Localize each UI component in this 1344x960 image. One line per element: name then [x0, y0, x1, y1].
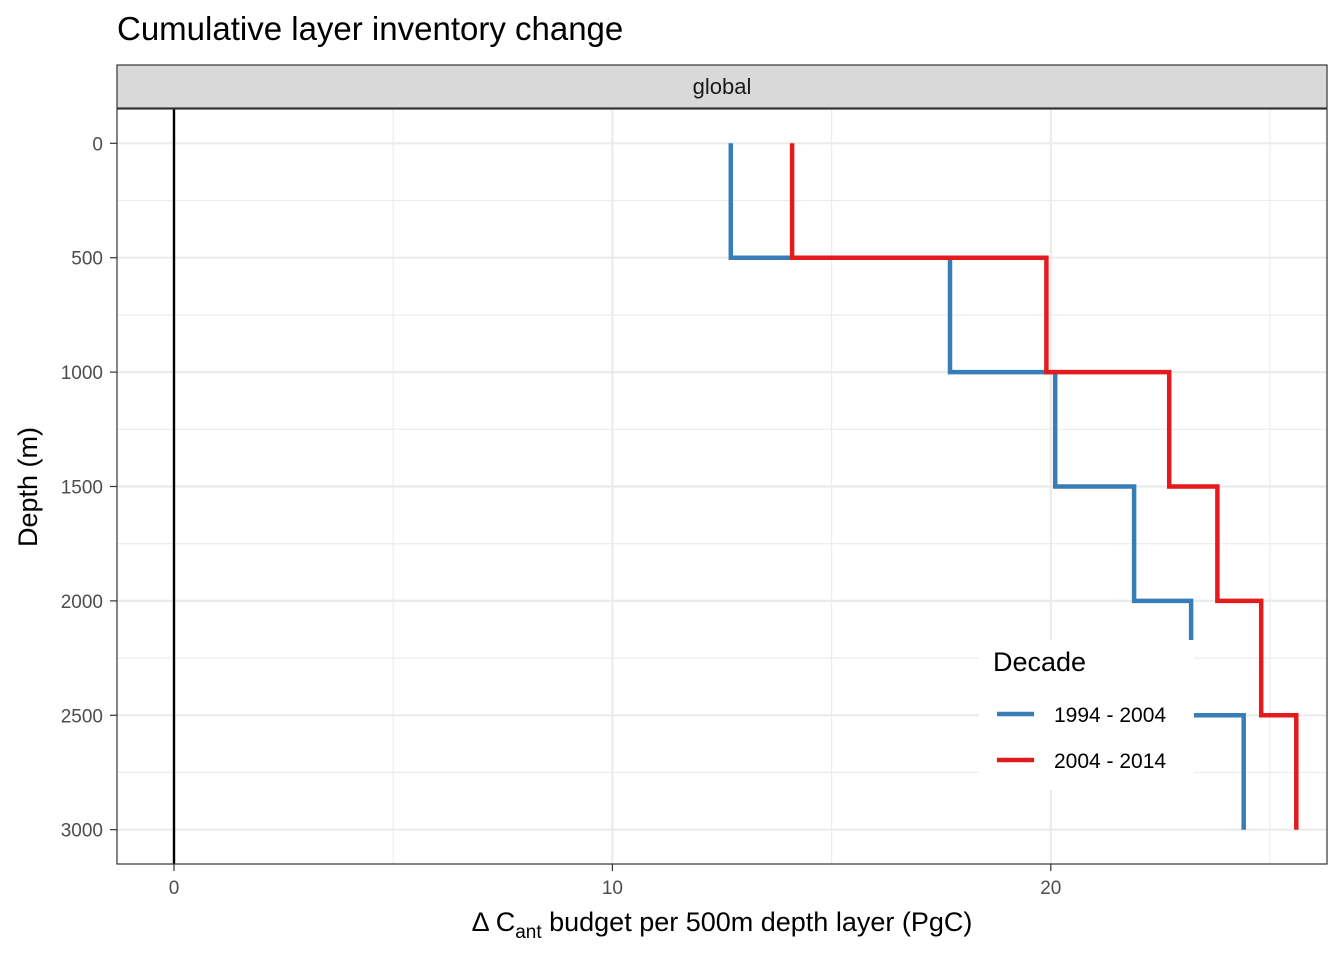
x-axis: 0 10 20 — [169, 864, 1061, 899]
x-tick-label: 10 — [602, 878, 623, 899]
y-tick-label: 2000 — [61, 592, 103, 613]
x-axis-title: Δ Cant budget per 500m depth layer (PgC) — [472, 907, 973, 943]
x-axis-title-prefix: Δ C — [472, 907, 516, 937]
x-tick-label: 20 — [1040, 878, 1061, 899]
y-tick-label: 0 — [92, 134, 103, 155]
legend-label-1: 1994 - 2004 — [1054, 704, 1166, 727]
series-line-2 — [789, 143, 1299, 830]
series-layer — [728, 143, 1299, 830]
x-tick-label: 0 — [169, 878, 180, 899]
y-tick-label: 2500 — [61, 706, 103, 727]
y-tick-label: 1500 — [61, 478, 103, 499]
legend-label-2: 2004 - 2014 — [1054, 750, 1166, 773]
y-axis: 0 500 1000 1500 2000 2500 3000 — [61, 134, 117, 842]
chart-title: Cumulative layer inventory change — [117, 10, 623, 47]
y-tick-label: 3000 — [61, 821, 103, 842]
y-axis-title: Depth (m) — [13, 427, 43, 547]
legend-title: Decade — [993, 647, 1086, 677]
facet-label: global — [693, 74, 752, 99]
y-tick-label: 500 — [71, 249, 103, 270]
y-tick-label: 1000 — [61, 363, 103, 384]
legend: Decade 1994 - 2004 2004 - 2014 — [979, 640, 1194, 790]
facet-strip — [116, 64, 1328, 109]
x-axis-title-suffix: budget per 500m depth layer (PgC) — [542, 907, 973, 937]
x-axis-title-subscript: ant — [515, 922, 542, 943]
